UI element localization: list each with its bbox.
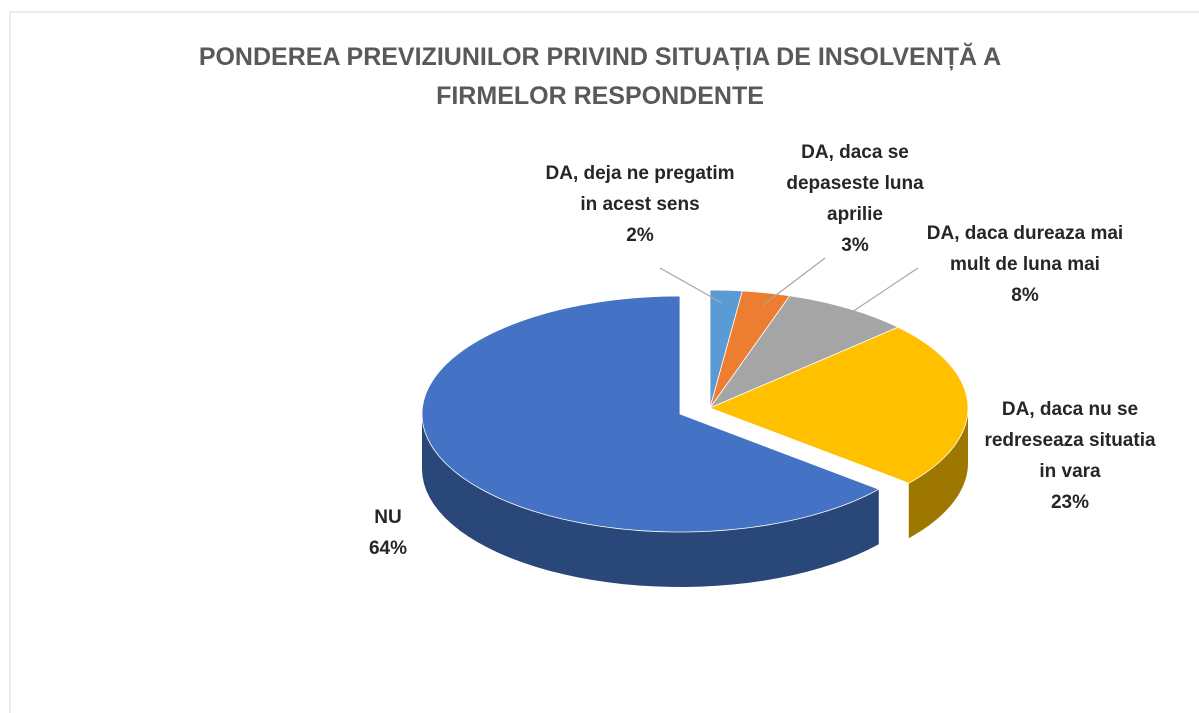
category-label: DA, deja ne pregatim in acest sens [545,163,735,215]
data-label: NU 64% [318,502,458,564]
category-label: DA, daca nu se redreseaza situatia in va… [984,399,1156,482]
leader-line [659,267,723,304]
data-label: DA, deja ne pregatim in acest sens 2% [545,158,735,251]
value-label: 23% [1050,492,1090,513]
value-label: 3% [841,235,869,256]
slice-side [422,414,879,587]
category-label: DA, daca dureaza mai mult de luna mai [926,223,1124,275]
leader-line [839,267,919,321]
slice-side [908,408,968,539]
data-label: DA, daca dureaza mai mult de luna mai 8% [920,218,1130,311]
slice [708,295,900,409]
chart-title: PONDEREA PREVIZIUNILOR PRIVIND SITUAȚIA … [198,43,1002,110]
chart-frame [9,11,1199,713]
value-label: 2% [626,225,654,246]
slice [709,290,791,409]
category-label: DA, daca se depaseste luna aprilie [786,142,924,225]
category-label: NU [374,507,402,528]
value-label: 64% [368,538,408,559]
data-label: DA, daca nu se redreseaza situatia in va… [975,394,1165,518]
data-label: DA, daca se depaseste luna aprilie 3% [765,137,945,261]
value-label: 8% [1011,285,1039,306]
leader-line [762,257,826,306]
slice [708,326,969,484]
slice [421,295,880,533]
